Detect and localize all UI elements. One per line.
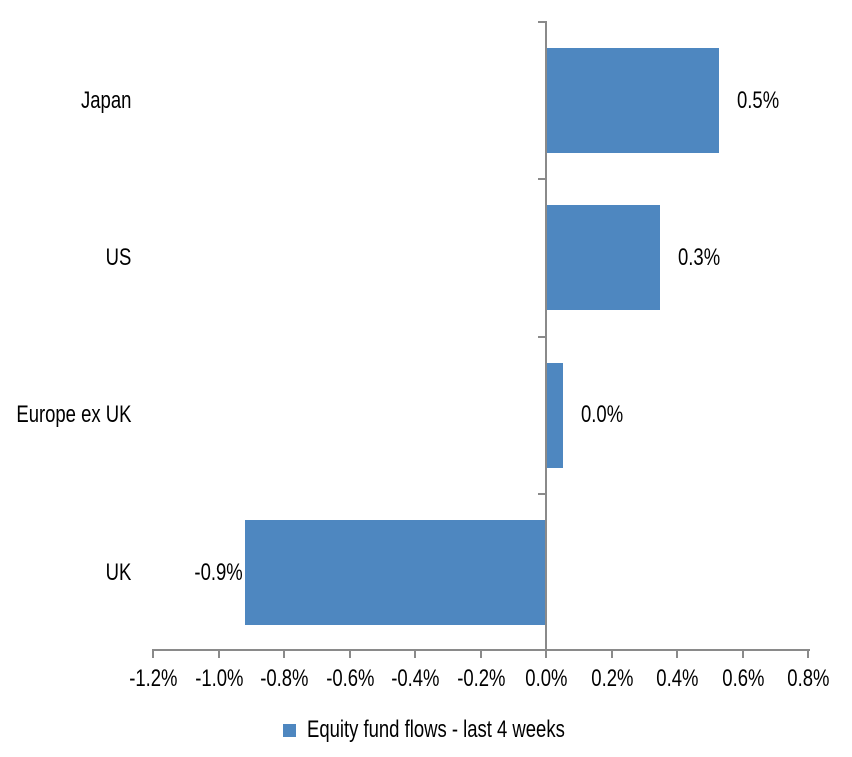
x-axis-line	[152, 649, 810, 651]
x-tick-label-text: -0.6%	[325, 664, 375, 692]
bar	[547, 48, 719, 153]
x-tick-label: -0.8%	[239, 665, 329, 693]
legend-label-wrap: Equity fund flows - last 4 weeks	[307, 716, 642, 744]
x-tick-label: 0.6%	[698, 665, 788, 693]
x-tick-label-text: 0.8%	[786, 664, 830, 692]
category-label-text: Japan	[80, 86, 131, 114]
value-label: 0.3%	[678, 244, 733, 272]
category-label: Japan	[0, 87, 131, 115]
x-tick-label-text: -0.4%	[390, 664, 440, 692]
x-tick-label: 0.8%	[763, 665, 852, 693]
x-tick-label-text: -0.2%	[456, 664, 506, 692]
x-tick-label: -1.2%	[108, 665, 198, 693]
x-tick-label: 0.2%	[567, 665, 657, 693]
category-label: UK	[0, 559, 131, 587]
x-axis-tick	[218, 651, 220, 658]
x-tick-label-text: 0.6%	[721, 664, 765, 692]
value-label-text: 0.5%	[737, 86, 780, 114]
x-tick-label-text: -0.8%	[259, 664, 309, 692]
x-tick-label: -0.6%	[305, 665, 395, 693]
category-label-text: US	[105, 243, 131, 271]
x-axis-tick	[349, 651, 351, 658]
value-label: -0.9%	[180, 559, 243, 587]
x-axis-tick	[807, 651, 809, 658]
bar	[547, 205, 660, 310]
x-tick-label-text: 0.4%	[655, 664, 699, 692]
x-axis-tick	[414, 651, 416, 658]
value-label-text: -0.9%	[194, 558, 243, 586]
x-tick-label-text: 0.2%	[590, 664, 634, 692]
x-axis-tick	[611, 651, 613, 658]
x-axis-tick	[480, 651, 482, 658]
category-label: Europe ex UK	[0, 401, 131, 429]
x-axis-tick	[152, 651, 154, 658]
value-label: 0.0%	[581, 401, 636, 429]
y-axis-tick	[538, 336, 546, 338]
bar	[547, 363, 563, 468]
x-tick-label: -0.2%	[436, 665, 526, 693]
bar	[245, 520, 545, 625]
x-tick-label: -0.4%	[370, 665, 460, 693]
x-tick-label-text: -1.2%	[128, 664, 178, 692]
y-axis-tick	[538, 178, 546, 180]
legend: Equity fund flows - last 4 weeks	[283, 716, 642, 744]
value-label: 0.5%	[737, 87, 792, 115]
x-tick-label-text: 0.0%	[524, 664, 568, 692]
y-axis-tick	[538, 21, 546, 23]
x-tick-label: 0.0%	[501, 665, 591, 693]
legend-marker-icon	[283, 724, 296, 737]
category-label-text: Europe ex UK	[15, 400, 131, 428]
x-tick-label: 0.4%	[632, 665, 722, 693]
value-label-text: 0.3%	[678, 243, 721, 271]
x-axis-tick	[545, 651, 547, 658]
legend-label: Equity fund flows - last 4 weeks	[307, 716, 565, 744]
y-axis-tick	[538, 493, 546, 495]
category-label-text: UK	[105, 558, 131, 586]
x-tick-label-text: -1.0%	[194, 664, 244, 692]
x-axis-tick	[742, 651, 744, 658]
x-axis-tick	[676, 651, 678, 658]
x-axis-tick	[283, 651, 285, 658]
x-tick-label: -1.0%	[174, 665, 264, 693]
value-label-text: 0.0%	[581, 400, 624, 428]
y-axis-line	[545, 21, 547, 651]
category-label: US	[0, 244, 131, 272]
